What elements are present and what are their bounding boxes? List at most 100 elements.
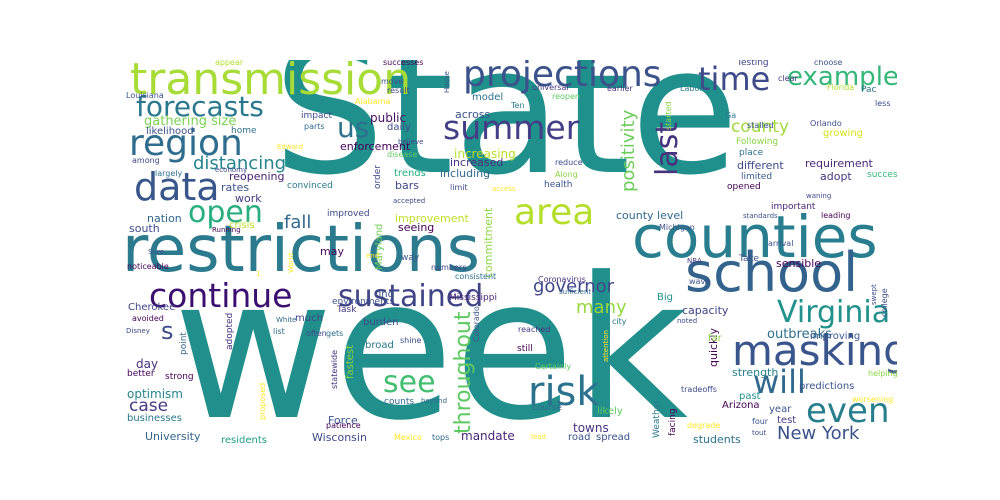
word-accepted: accepted	[393, 197, 426, 205]
word-1: 1	[256, 270, 261, 278]
word-adopted: adopted	[225, 312, 235, 350]
word-university: University	[145, 430, 201, 443]
word-wave: wave	[689, 277, 711, 286]
word-businesses: businesses	[127, 413, 182, 424]
word-force: Force	[328, 414, 358, 427]
word-likelihood: likelihood	[146, 126, 194, 137]
word-beyond: beyond	[421, 397, 448, 405]
word-health: health	[544, 180, 573, 190]
word-largely: largely	[155, 169, 183, 178]
word-colorado: Colorado	[472, 306, 481, 342]
word-orlando: Orlando	[810, 119, 842, 128]
word-requirement: requirement	[805, 157, 873, 170]
word-city: city	[612, 317, 627, 326]
word-mississippi: Mississippi	[449, 293, 497, 303]
word-economy: economy	[215, 166, 248, 174]
word-tradeoffs: tradeoffs	[681, 385, 717, 394]
word-burden: burden	[363, 317, 399, 328]
word-growing: growing	[823, 128, 863, 139]
word-avoided: avoided	[132, 314, 164, 323]
word-crisis: crisis	[229, 220, 255, 231]
word-noted: noted	[677, 317, 698, 325]
word-following: Following	[736, 137, 779, 147]
word-distancing: distancing	[193, 153, 287, 174]
word-florida: Florida	[827, 83, 855, 92]
word-positivity: positivity	[618, 109, 639, 192]
word-ten: Ten	[511, 101, 525, 110]
word-governor: governor	[533, 276, 615, 297]
word-work: work	[235, 192, 262, 205]
word-course: course	[532, 403, 563, 413]
word-disney: Disney	[126, 327, 150, 335]
word-s: s	[161, 317, 174, 345]
word-parts: parts	[304, 122, 325, 131]
word-universal: universal	[532, 83, 569, 92]
word-area: area	[514, 192, 595, 233]
word-improved: improved	[327, 209, 370, 219]
word-county: county	[731, 117, 790, 137]
word-clear: clear	[778, 74, 798, 83]
word-continue: continue	[149, 276, 293, 315]
word-bars: bars	[395, 179, 419, 192]
word-commitment: commitment	[482, 207, 495, 278]
word-us: us	[337, 111, 370, 144]
word-new-york: New York	[777, 423, 860, 443]
word-increased: increased	[450, 156, 504, 169]
word-successes: successes	[383, 60, 424, 67]
word-forecasts: forecasts	[136, 90, 264, 123]
word-summer: summer	[443, 108, 580, 147]
word-cloud: State week restrictions counties school …	[125, 60, 897, 443]
word-alabama: Alabama	[355, 97, 391, 106]
word-list: list	[273, 327, 285, 336]
word-pac: Pac	[861, 85, 877, 95]
word-stalled: stalled	[747, 121, 774, 130]
word-often: often	[306, 329, 327, 338]
word-standards: standards	[743, 212, 778, 220]
word-house: House	[443, 71, 451, 93]
word-towns: towns	[573, 421, 609, 435]
word-much: much	[295, 313, 323, 324]
word-predictions: predictions	[799, 381, 855, 392]
word-rates: rates	[221, 181, 250, 194]
word-sensible: sensible	[776, 257, 822, 270]
word-believe: believe	[398, 138, 424, 146]
word-access: access	[492, 185, 516, 193]
word-gets: gets	[326, 329, 344, 338]
word-proposed: proposed	[258, 382, 267, 420]
word-region: region	[129, 123, 243, 164]
word-order: order	[373, 165, 383, 189]
word-ga: Ga	[725, 111, 737, 120]
word-year: year	[769, 404, 792, 415]
word-even: even	[806, 391, 890, 431]
word-day: day	[136, 357, 159, 371]
word-better: better	[127, 369, 155, 379]
word-mexico: Mexico	[394, 433, 422, 442]
word-adopt: adopt	[820, 170, 852, 183]
word-shine: shine	[400, 336, 422, 345]
word-home: home	[231, 126, 257, 136]
word-way: way	[401, 253, 420, 263]
word-task: Task	[337, 305, 357, 315]
word-mandate: mandate	[461, 429, 515, 443]
word-big: Big	[657, 292, 673, 303]
word-school: school	[685, 241, 859, 304]
word-enforcement: enforcement	[340, 140, 411, 153]
word-capacity: capacity	[682, 304, 729, 317]
word-tops: tops	[432, 433, 450, 442]
word-improvement: improvement	[395, 212, 469, 225]
word-past: past	[739, 391, 761, 402]
word-outbreaks: outbreaks	[767, 327, 832, 342]
word-masking: masking	[732, 326, 897, 375]
word-week: week	[173, 236, 688, 443]
word-projections: projections	[463, 60, 662, 95]
word-white: White	[276, 316, 297, 324]
word-reached: reached	[518, 325, 551, 334]
word-road: road	[568, 432, 591, 443]
word-environments: environments	[332, 297, 395, 307]
word-lead: lead	[531, 433, 546, 441]
word-convinced: convinced	[287, 181, 333, 191]
word-state: State	[273, 60, 739, 214]
word-trends: trends	[394, 168, 426, 179]
word-spread: spread	[596, 432, 631, 443]
word-result: result	[387, 86, 410, 95]
